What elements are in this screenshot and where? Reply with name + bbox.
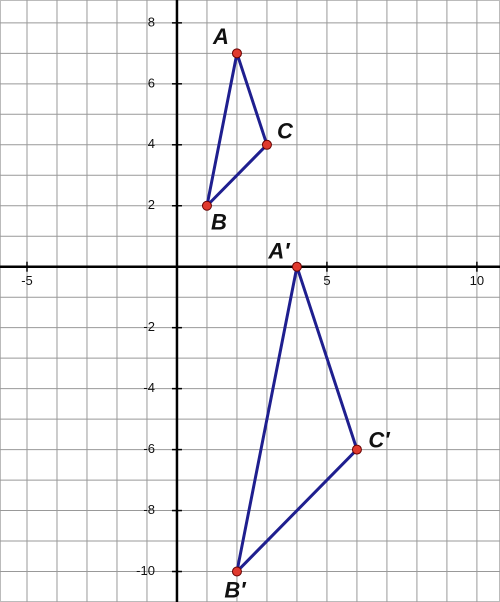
vertex-label: C [277,119,294,144]
vertex [291,261,302,272]
vertex [261,139,272,150]
y-tick-label: 8 [148,14,155,29]
y-tick-label: -4 [143,380,155,395]
vertex [231,48,242,59]
vertex-label: C′ [368,427,391,452]
x-tick-label: -5 [21,273,33,288]
x-tick-label: 10 [470,273,484,288]
y-tick-label: -10 [136,563,155,578]
triangle [235,265,359,574]
vertex-label: A [212,24,229,49]
y-tick-label: 2 [148,197,155,212]
y-tick-label: -8 [143,502,155,517]
vertex-label: B [211,210,227,235]
vertex [201,200,212,211]
vertex-label: A′ [267,239,291,264]
y-tick-label: -6 [143,441,155,456]
y-tick-label: -2 [143,319,155,334]
vertex-label: B′ [224,577,247,602]
x-tick-label: 5 [323,273,330,288]
vertex [351,444,362,455]
vertex [231,566,242,577]
triangle [205,51,269,208]
y-tick-label: 6 [148,75,155,90]
y-tick-label: 4 [148,136,155,151]
